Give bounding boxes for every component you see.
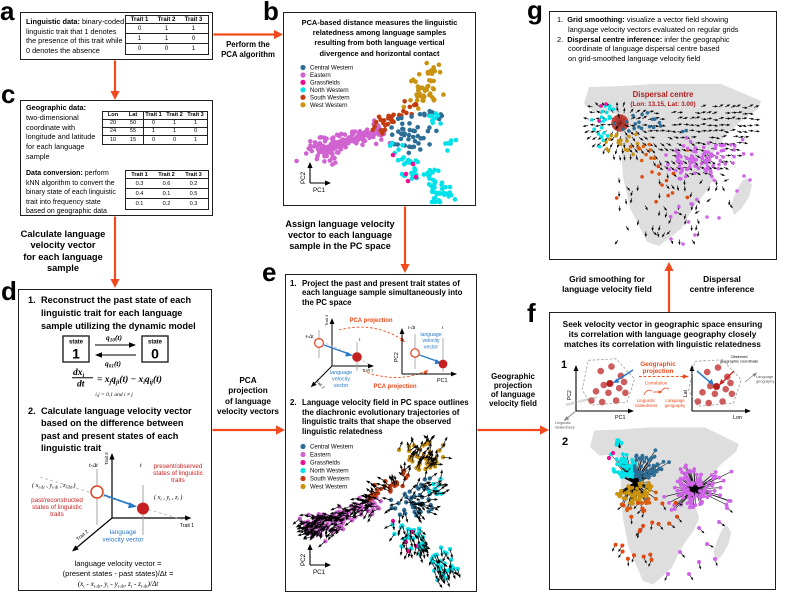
svg-text:t-Δt: t-Δt (89, 463, 98, 469)
svg-text:Linguistic: Linguistic (637, 398, 656, 403)
svg-text:Spatial relatedness: Spatial relatedness (565, 395, 597, 407)
svg-text:state: state (69, 340, 84, 346)
svg-text:PC2: PC2 (300, 553, 307, 566)
svg-text:Trait 3: Trait 3 (324, 314, 329, 326)
svg-text:q01(t): q01(t) (105, 359, 122, 370)
svg-text:language: language (420, 332, 441, 338)
svg-text:language: language (330, 370, 352, 376)
svg-text:geographic coordinate: geographic coordinate (720, 359, 759, 364)
svg-text:( xt-Δt , yt-Δt , zt-Δt ): ( xt-Δt , yt-Δt , zt-Δt ) (32, 482, 75, 490)
svg-text:West Western: West Western (310, 485, 347, 491)
svg-text:PC1: PC1 (313, 569, 326, 576)
svg-text:dxi: dxi (73, 368, 85, 379)
svg-text:language velocity vector =: language velocity vector = (75, 559, 163, 568)
svg-text:South Western: South Western (310, 477, 350, 483)
svg-text:q10(t): q10(t) (106, 333, 123, 344)
svg-text:geography: geography (756, 379, 774, 384)
svg-text:North Western: North Western (310, 469, 349, 475)
svg-text:Grassfields: Grassfields (310, 461, 340, 467)
svg-text:Trait 2: Trait 2 (75, 529, 90, 543)
svg-text:( xt , yt , zt ): ( xt , yt , zt ) (154, 494, 182, 502)
svg-text:relatedness: relatedness (635, 403, 659, 408)
svg-text:PC2: PC2 (300, 171, 307, 184)
svg-text:relatedness: relatedness (555, 426, 575, 430)
svg-text:traits: traits (171, 477, 185, 484)
svg-text:0: 0 (151, 346, 159, 362)
svg-text:West Western: West Western (310, 103, 347, 109)
svg-text:Linguistic: Linguistic (555, 421, 571, 425)
svg-text:states of linguistic: states of linguistic (153, 470, 203, 477)
svg-text:traits: traits (50, 511, 64, 518)
svg-text:i,j = 0,1 and i ≠ j: i,j = 0,1 and i ≠ j (95, 392, 133, 398)
svg-text:Language: Language (665, 398, 685, 403)
svg-text:Lon: Lon (733, 415, 742, 421)
svg-text:1: 1 (561, 359, 567, 371)
svg-text:t: t (140, 463, 142, 469)
svg-text:t-Δt: t-Δt (408, 326, 416, 331)
svg-text:vector: vector (334, 383, 349, 389)
svg-text:dt: dt (77, 380, 85, 390)
svg-text:PCA projection: PCA projection (349, 318, 392, 324)
svg-text:PCA projection: PCA projection (373, 384, 416, 390)
svg-text:t-Δt: t-Δt (306, 335, 314, 340)
svg-text:PC1: PC1 (615, 415, 626, 421)
svg-text:(Lon: 13.15, Lat: 3.00): (Lon: 13.15, Lat: 3.00) (630, 101, 695, 108)
svg-text:present/observed: present/observed (154, 463, 203, 470)
svg-text:t: t (442, 326, 444, 331)
svg-text:Central Western: Central Western (310, 445, 353, 451)
svg-text:past/reconstructed: past/reconstructed (31, 497, 83, 504)
svg-text:language: language (110, 529, 137, 536)
svg-text:Eastern: Eastern (310, 453, 331, 459)
svg-text:Trait 3: Trait 3 (104, 452, 109, 465)
svg-text:states of linguistic: states of linguistic (32, 504, 82, 511)
svg-text:PC1: PC1 (313, 187, 326, 194)
svg-text:Trait 1: Trait 1 (362, 368, 374, 373)
svg-text:Eastern: Eastern (310, 73, 331, 79)
svg-text:geography: geography (665, 403, 687, 408)
svg-text:Geographic: Geographic (640, 361, 676, 368)
svg-text:velocity vector: velocity vector (102, 537, 144, 544)
svg-text:state: state (148, 340, 163, 346)
svg-text:North Western: North Western (310, 88, 349, 94)
svg-text:vector: vector (424, 344, 438, 350)
svg-text:South Western: South Western (310, 96, 350, 102)
svg-text:PC2: PC2 (394, 352, 400, 362)
svg-text:(present states - past states): (present states - past states)/Δt = (63, 569, 174, 578)
svg-text:Lat: Lat (683, 389, 689, 397)
svg-text:velocity: velocity (422, 338, 440, 344)
svg-text:PC1: PC1 (437, 378, 448, 384)
svg-text:(xt - xt-Δt, yt - yt-Δt, zt -: (xt - xt-Δt, yt - yt-Δt, zt - zt-Δt)/Δt (78, 579, 160, 589)
svg-text:2: 2 (562, 436, 568, 448)
svg-text:Grassfields: Grassfields (310, 81, 340, 87)
svg-text:= xjqji(t) − xiqij(t): = xjqji(t) − xiqij(t) (97, 374, 162, 386)
svg-text:Dispersal centre: Dispersal centre (633, 90, 694, 99)
svg-text:velocity: velocity (332, 376, 350, 382)
svg-text:Trait 2: Trait 2 (314, 378, 326, 390)
svg-text:Observed: Observed (731, 354, 748, 359)
svg-text:Central Western: Central Western (310, 66, 353, 72)
svg-text:Correlation: Correlation (645, 381, 668, 386)
svg-text:t: t (359, 338, 361, 343)
svg-text:1: 1 (72, 346, 80, 362)
svg-text:projection: projection (643, 368, 674, 375)
svg-text:Language: Language (756, 374, 773, 379)
svg-text:PC2: PC2 (567, 390, 573, 400)
svg-text:Trait 1: Trait 1 (180, 523, 194, 529)
